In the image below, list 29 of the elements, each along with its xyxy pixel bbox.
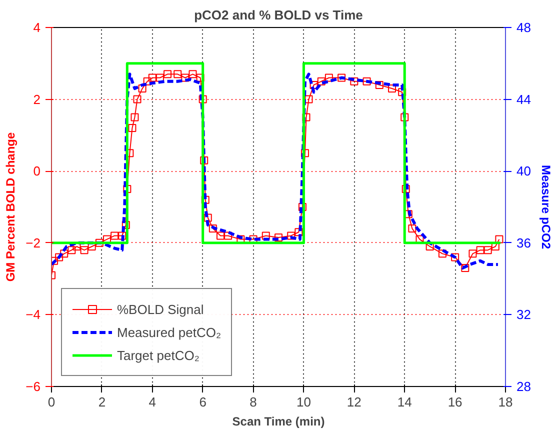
legend-label: Target petCO₂ [117, 348, 200, 362]
y2-tick-label: 32 [516, 307, 531, 322]
y-tick-label: 0 [33, 164, 41, 179]
y-tick-label: −4 [26, 307, 41, 322]
y-tick-label: −6 [26, 379, 41, 394]
y2-axis-title: Measure pCO2 [538, 164, 553, 250]
legend-label: %BOLD Signal [117, 302, 204, 316]
y2-tick-label: 48 [516, 20, 531, 35]
y2-tick-label: 44 [516, 92, 531, 107]
x-tick-label: 0 [48, 394, 56, 410]
y2-tick-label: 28 [516, 379, 531, 394]
y2-tick-label: 40 [516, 164, 531, 179]
x-axis-title: Scan Time (min) [232, 414, 325, 428]
x-tick-label: 2 [98, 394, 106, 410]
y2-tick-label: 36 [516, 235, 531, 250]
x-tick-label: 6 [199, 394, 206, 410]
y-tick-label: −2 [26, 235, 41, 250]
y-axis-title: GM Percent BOLD change [4, 132, 18, 282]
x-tick-label: 12 [346, 394, 362, 410]
y-tick-label: 2 [33, 92, 41, 107]
x-tick-label: 18 [498, 394, 513, 410]
y-tick-label: 4 [33, 20, 41, 35]
x-tick-label: 10 [296, 394, 311, 410]
chart-title: pCO2 and % BOLD vs Time [194, 8, 363, 22]
x-tick-label: 8 [250, 394, 257, 410]
legend-label: Measured petCO₂ [117, 324, 222, 340]
x-tick-label: 16 [448, 394, 462, 410]
x-tick-label: 4 [148, 394, 156, 410]
x-tick-label: 14 [397, 394, 412, 410]
